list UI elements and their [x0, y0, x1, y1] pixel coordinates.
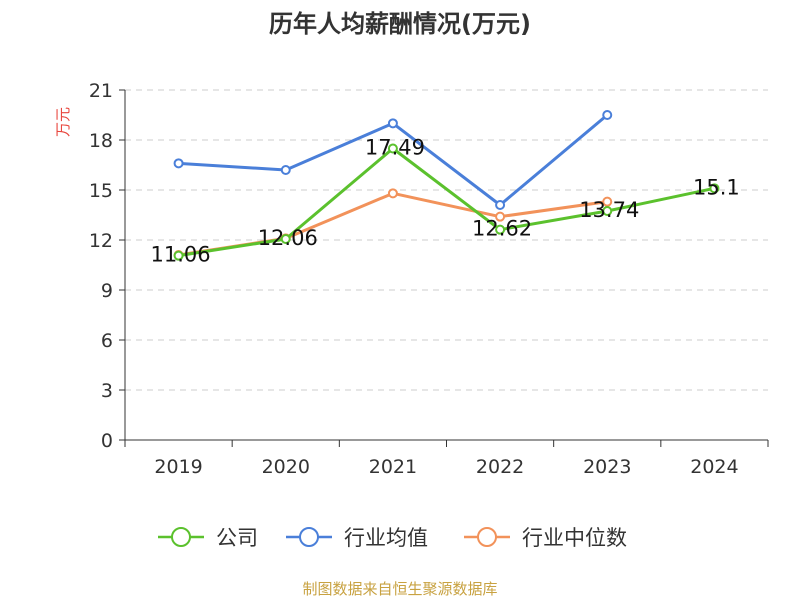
data-point — [495, 224, 506, 235]
grid-lines — [125, 89, 768, 391]
legend-label: 行业中位数 — [522, 526, 627, 550]
data-label: 15.1 — [693, 175, 740, 199]
y-tick-label: 21 — [89, 80, 113, 102]
data-point — [495, 211, 506, 222]
data-point — [173, 158, 184, 169]
y-tick-label: 12 — [89, 230, 113, 252]
data-point — [280, 165, 291, 175]
x-tick-label: 2019 — [154, 456, 202, 478]
data-point — [173, 250, 184, 261]
data-point — [602, 110, 613, 120]
y-tick-label: 6 — [101, 330, 113, 352]
data-point — [602, 196, 613, 207]
legend-marker — [299, 527, 319, 547]
data-point — [387, 118, 398, 129]
chart-title: 历年人均薪酬情况(万元) — [269, 10, 531, 38]
y-tick-label: 9 — [101, 280, 113, 302]
x-tick-label: 2021 — [369, 456, 417, 478]
series-lines — [173, 110, 720, 261]
data-point — [280, 234, 291, 244]
x-tick-label: 2024 — [690, 456, 738, 478]
legend-marker — [477, 527, 497, 547]
data-label: 12.06 — [258, 226, 318, 250]
y-axis-label: 万元 — [54, 107, 72, 137]
data-point — [495, 200, 506, 210]
legend-label: 行业均值 — [344, 526, 428, 550]
data-point — [602, 206, 613, 216]
x-tick-label: 2023 — [583, 456, 631, 478]
legend-label: 公司 — [216, 526, 258, 550]
data-label: 17.49 — [365, 136, 425, 160]
y-tick-label: 15 — [89, 180, 113, 202]
legend: 公司 行业均值 行业中位数 — [158, 526, 627, 550]
x-tick-labels: 2019 2020 2021 2022 2023 2024 — [154, 456, 738, 478]
data-point — [387, 143, 398, 154]
axes — [119, 89, 769, 447]
data-label: 11.06 — [151, 243, 211, 267]
data-point — [709, 183, 720, 194]
source-note: 制图数据来自恒生聚源数据库 — [302, 580, 497, 598]
data-labels: 11.06 12.06 17.49 12.62 13.74 15.1 — [151, 136, 740, 267]
data-label: 12.62 — [472, 217, 532, 241]
data-label: 13.74 — [579, 198, 639, 222]
y-tick-labels: 0 3 6 9 12 15 18 21 — [89, 80, 113, 452]
y-tick-label: 0 — [101, 430, 113, 452]
y-tick-label: 18 — [89, 130, 113, 152]
data-point — [387, 188, 398, 199]
series-line-0 — [178, 147, 715, 258]
x-tick-label: 2022 — [476, 456, 524, 478]
x-tick-label: 2020 — [262, 456, 310, 478]
y-tick-label: 3 — [101, 380, 113, 402]
legend-marker — [171, 527, 191, 547]
